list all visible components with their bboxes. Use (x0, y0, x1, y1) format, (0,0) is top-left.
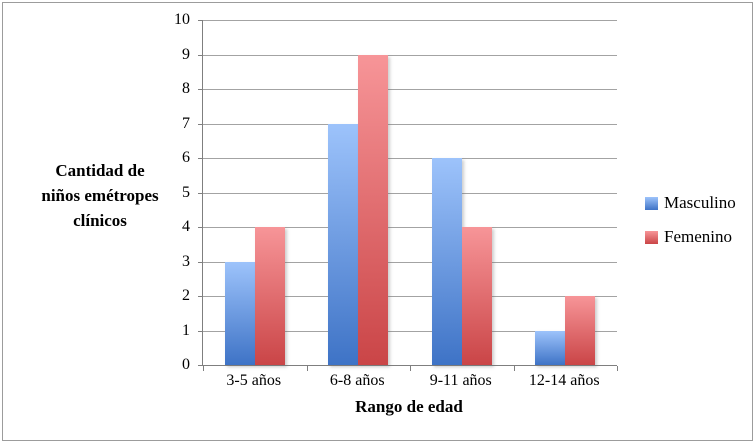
y-tick-mark (198, 296, 203, 297)
y-tick-mark (198, 365, 203, 366)
x-category-label: 12-14 años (528, 372, 600, 389)
bar-femenino-3 (461, 227, 492, 365)
legend-swatch-femenino (645, 230, 658, 244)
gridline (203, 227, 617, 228)
y-tick-label: 9 (182, 45, 190, 63)
y-tick-label: 2 (182, 287, 190, 304)
bar-femenino-1 (254, 227, 285, 365)
x-tick-mark (306, 366, 308, 371)
y-tick-mark (198, 330, 203, 332)
bar-femenino-2 (358, 54, 389, 365)
legend-swatch-masculino (645, 196, 658, 210)
y-tick-mark (198, 123, 203, 125)
gridline (203, 261, 617, 263)
x-axis-title: Rango de edad (355, 397, 463, 416)
legend-label: Masculino (664, 193, 736, 212)
legend-label: Femenino (664, 227, 732, 246)
y-axis-title-line: clínicos (73, 211, 127, 230)
legend: Masculino Femenino (645, 193, 736, 247)
bar-masculino-4 (535, 330, 566, 365)
y-tick-label: 4 (182, 218, 190, 235)
bar-group (203, 227, 307, 365)
y-tick-mark (198, 20, 203, 21)
y-tick-label: 0 (182, 356, 190, 373)
bar-group (307, 54, 411, 365)
y-tick-label: 7 (182, 114, 190, 132)
gridline (203, 54, 617, 56)
x-category-label: 9-11 años (429, 372, 492, 389)
y-tick-mark (198, 227, 203, 228)
gridline (203, 330, 617, 332)
y-tick-label: 6 (182, 149, 190, 166)
y-tick-label: 5 (182, 183, 190, 201)
y-axis-title-line: niños emétropes (41, 186, 159, 205)
y-tick-label: 1 (182, 321, 190, 339)
y-tick-mark (198, 54, 203, 56)
y-tick-mark (198, 158, 203, 159)
x-tick-mark (513, 366, 515, 371)
y-tick-label: 3 (182, 252, 190, 270)
legend-item-femenino: Femenino (645, 227, 736, 247)
plot-area (198, 20, 618, 371)
x-tick-mark (410, 366, 411, 371)
x-category-label: 3-5 años (226, 372, 282, 389)
bar-group (514, 296, 618, 365)
bar-masculino-2 (328, 123, 359, 365)
x-tick-mark (203, 366, 204, 371)
x-axis-labels: 3-5 años 6-8 años 9-11 años 12-14 años (202, 372, 616, 390)
legend-item-masculino: Masculino (645, 193, 736, 213)
gridline (203, 296, 617, 297)
gridline (203, 158, 617, 159)
bar-masculino-3 (431, 158, 462, 365)
gridline (203, 20, 617, 21)
bar-femenino-4 (565, 296, 596, 365)
y-tick-mark (198, 261, 203, 263)
x-tick-mark (617, 366, 618, 371)
gridline (203, 192, 617, 194)
y-tick-mark (198, 192, 203, 194)
y-axis-title: Cantidad de niños emétropes clínicos (10, 158, 190, 233)
bar-group (410, 158, 514, 365)
gridline (203, 123, 617, 125)
gridline (203, 89, 617, 90)
x-category-label: 6-8 años (329, 372, 385, 389)
y-axis-title-line: Cantidad de (55, 161, 145, 180)
y-tick-label: 10 (174, 11, 190, 28)
bar-groups (203, 20, 617, 365)
y-tick-mark (198, 89, 203, 90)
y-tick-label: 8 (182, 80, 190, 97)
bar-masculino-1 (224, 261, 255, 365)
